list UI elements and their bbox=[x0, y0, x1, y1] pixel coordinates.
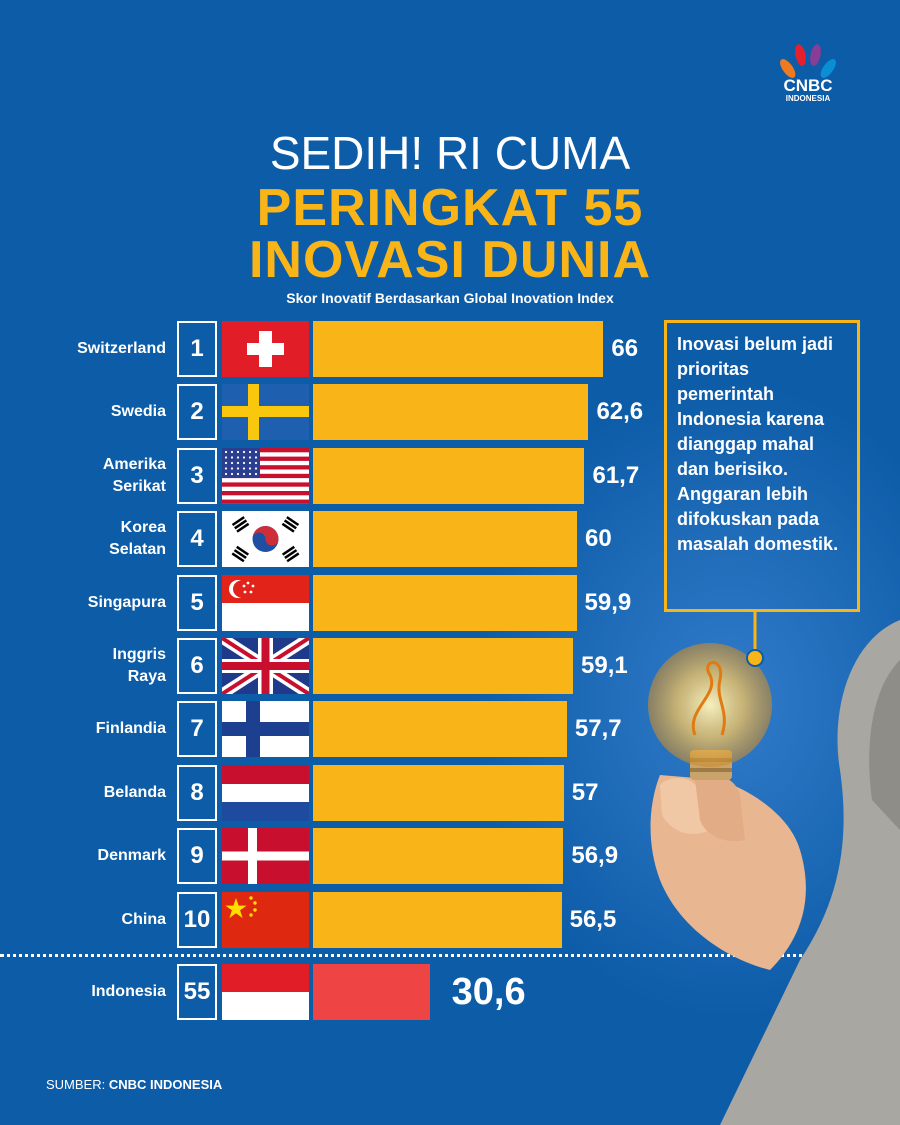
row-8-value-label: 57 bbox=[571, 779, 599, 806]
row-8-country-label: Belanda bbox=[0, 782, 166, 804]
row-7-rank-badge: 7 bbox=[177, 701, 217, 757]
uk-flag-icon bbox=[222, 638, 309, 694]
row-3-bar bbox=[313, 448, 585, 504]
title-line-1: SEDIH! RI CUMA bbox=[269, 127, 631, 179]
row-9-country-label: Denmark bbox=[0, 845, 166, 867]
title-line-2: PERINGKAT 55 bbox=[256, 179, 644, 237]
callout-box: Inovasi belum jadi prioritas pemerintah … bbox=[664, 320, 860, 612]
row-1-country-line: Switzerland bbox=[77, 340, 166, 357]
highlight-country-label: Indonesia bbox=[0, 981, 166, 1003]
row-5-bar bbox=[313, 575, 577, 631]
usa-flag-icon bbox=[222, 448, 309, 504]
highlight-bar bbox=[313, 964, 430, 1020]
indonesia-flag-icon bbox=[222, 964, 309, 1020]
row-9-country-line: Denmark bbox=[97, 847, 166, 864]
row-4-rank-badge: 4 bbox=[177, 511, 217, 567]
row-3-country-line: Amerika bbox=[102, 456, 166, 473]
row-4-country-line: Korea bbox=[120, 519, 166, 536]
row-1-rank-badge: 1 bbox=[177, 321, 217, 377]
sweden-flag-icon bbox=[222, 384, 309, 440]
row-2-country-label: Swedia bbox=[0, 401, 166, 423]
row-9-rank-badge: 9 bbox=[177, 828, 217, 884]
row-7-country-label: Finlandia bbox=[0, 718, 166, 740]
singapore-flag-icon bbox=[222, 575, 309, 631]
row-6-country-label: Inggris Raya bbox=[0, 644, 166, 688]
row-3-rank-badge: 3 bbox=[177, 448, 217, 504]
source-note: SUMBER: CNBC INDONESIA bbox=[46, 1077, 222, 1092]
brand-subname: INDONESIA bbox=[785, 94, 831, 103]
row-6-country-line: Inggris bbox=[112, 646, 166, 663]
row-10-country-label: China bbox=[0, 909, 166, 931]
row-6-value-label: 59,1 bbox=[581, 652, 628, 679]
row-8-country-line: Belanda bbox=[103, 784, 166, 801]
denmark-flag-icon bbox=[222, 828, 309, 884]
source-prefix: SUMBER: bbox=[46, 1077, 109, 1092]
highlight-rank-badge: 55 bbox=[177, 964, 217, 1020]
brand-name: CNBC bbox=[783, 76, 833, 95]
row-4-value-label: 60 bbox=[585, 525, 612, 552]
title-line-3: INOVASI DUNIA bbox=[248, 231, 652, 289]
netherlands-flag-icon bbox=[222, 765, 309, 821]
row-10-rank-badge: 10 bbox=[177, 892, 217, 948]
row-7-bar bbox=[313, 701, 567, 757]
switzerland-flag-icon bbox=[222, 321, 309, 377]
chart-subtitle: Skor Inovatif Berdasarkan Global Inovati… bbox=[286, 290, 614, 306]
row-7-country-line: Finlandia bbox=[95, 720, 166, 737]
row-9-bar bbox=[313, 828, 564, 884]
row-1-value-label: 66 bbox=[611, 335, 639, 362]
row-6-bar bbox=[313, 638, 574, 694]
row-1-country-label: Switzerland bbox=[0, 338, 166, 360]
row-4-bar bbox=[313, 511, 577, 567]
row-4-country-line: Selatan bbox=[109, 541, 166, 558]
row-3-country-label: Amerika Serikat bbox=[0, 454, 166, 498]
row-3-country-line: Serikat bbox=[112, 478, 166, 495]
hand-lightbulb-illustration-icon bbox=[648, 612, 900, 1125]
row-9-value-label: 56,9 bbox=[571, 842, 619, 869]
row-6-country-line: Raya bbox=[127, 668, 166, 685]
highlight-country-line: Indonesia bbox=[91, 983, 166, 1000]
cnbc-peacock-logo-icon bbox=[780, 44, 836, 78]
row-7-value-label: 57,7 bbox=[574, 715, 622, 742]
row-3-value-label: 61,7 bbox=[592, 462, 640, 489]
row-6-rank-badge: 6 bbox=[177, 638, 217, 694]
row-1-bar bbox=[313, 321, 604, 377]
highlight-value-label: 30,6 bbox=[451, 971, 526, 1013]
row-2-rank-badge: 2 bbox=[177, 384, 217, 440]
row-10-value-label: 56,5 bbox=[569, 906, 617, 933]
callout-text: Inovasi belum jadi prioritas pemerintah … bbox=[677, 334, 839, 554]
row-2-country-line: Swedia bbox=[110, 403, 166, 420]
south-korea-flag-icon bbox=[222, 511, 309, 567]
row-4-country-label: Korea Selatan bbox=[0, 517, 166, 561]
row-10-country-line: China bbox=[121, 911, 166, 928]
divider-dotted bbox=[0, 954, 900, 957]
row-8-bar bbox=[313, 765, 564, 821]
finland-flag-icon bbox=[222, 701, 309, 757]
row-5-country-line: Singapura bbox=[87, 594, 166, 611]
row-2-bar bbox=[313, 384, 589, 440]
row-5-country-label: Singapura bbox=[0, 592, 166, 614]
row-10-bar bbox=[313, 892, 562, 948]
china-flag-icon bbox=[222, 892, 309, 948]
row-8-rank-badge: 8 bbox=[177, 765, 217, 821]
source-name: CNBC INDONESIA bbox=[108, 1077, 223, 1092]
row-5-rank-badge: 5 bbox=[177, 575, 217, 631]
row-5-value-label: 59,9 bbox=[584, 589, 632, 616]
row-2-value-label: 62,6 bbox=[596, 398, 644, 425]
